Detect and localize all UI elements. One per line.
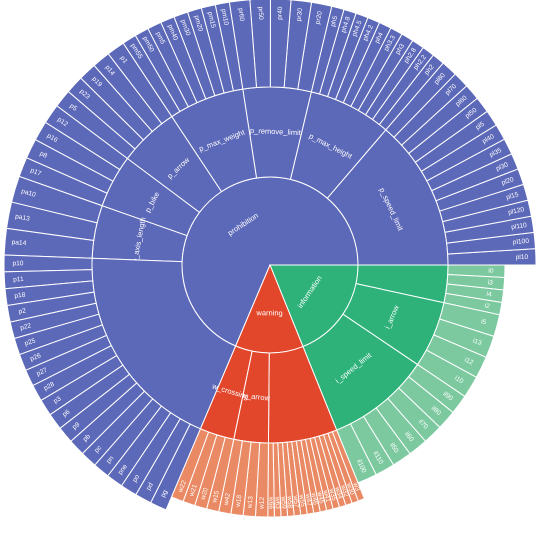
- leaf-label-i5: i5: [480, 318, 487, 326]
- leaf-label-w22: w22: [177, 479, 188, 494]
- root-label-warning: warning: [255, 308, 282, 317]
- leaf-label-pm20: pm20: [192, 15, 203, 33]
- leaf-label-w63: w63: [273, 496, 280, 510]
- leaf-label-pr20: pr20: [315, 10, 324, 25]
- leaf-label-ph3: ph3: [395, 43, 407, 56]
- leaf-label-pr40: pr40: [277, 6, 285, 20]
- leaf-label-p8: p8: [38, 150, 48, 160]
- leaf-label-i2: i2: [484, 302, 491, 310]
- group-label-w_arrow: w_arrow: [240, 391, 271, 403]
- leaf-label-pl100: pl100: [513, 238, 530, 246]
- leaf-label-pc: pc: [93, 444, 103, 454]
- leaf-label-w59: w59: [279, 495, 287, 509]
- leaf-label-w15: w15: [211, 490, 221, 505]
- leaf-label-w47: w47: [303, 492, 312, 506]
- leaf-label-ph5: ph5: [330, 15, 340, 28]
- leaf-label-i10: i10: [453, 375, 464, 386]
- leaf-label-i0: i0: [488, 268, 494, 275]
- leaf-label-w34: w34: [333, 485, 344, 500]
- leaf-label-w12: w12: [259, 496, 266, 510]
- leaf-label-pn: pn: [105, 455, 115, 465]
- leaf-label-w57: w57: [291, 494, 299, 508]
- leaf-label-w20: w20: [199, 487, 209, 502]
- leaf-label-w46: w46: [309, 491, 318, 505]
- leaf-label-il90: il90: [441, 391, 454, 403]
- leaf-segment-w22: [170, 428, 210, 503]
- leaf-label-pg: pg: [160, 489, 170, 499]
- leaf-label-pl15: pl15: [505, 191, 519, 201]
- leaf-label-w13: w13: [247, 496, 255, 510]
- leaf-label-p28: p28: [43, 381, 56, 393]
- leaf-label-pm10: pm10: [220, 8, 230, 26]
- leaf-label-pl35: pl35: [489, 147, 504, 159]
- leaf-label-pr30: pr30: [296, 7, 305, 21]
- leaf-label-pl30: pl30: [495, 161, 510, 172]
- leaf-label-pa13: pa13: [15, 213, 31, 223]
- leaf-label-pa14: pa14: [11, 239, 27, 247]
- leaf-label-pa10: pa10: [20, 188, 36, 199]
- leaf-label-pm15: pm15: [206, 11, 217, 29]
- leaf-label-p27: p27: [36, 367, 49, 378]
- leaf-label-w42: w42: [223, 492, 232, 506]
- leaf-label-pl10: pl10: [516, 254, 529, 261]
- leaf-label-p3: p3: [52, 395, 62, 405]
- leaf-label-pl120: pl120: [508, 206, 526, 216]
- leaf-label-p22: p22: [20, 322, 33, 332]
- leaf-label-p11: p11: [13, 276, 24, 284]
- leaf-label-ph4.8: ph4.8: [340, 16, 352, 34]
- leaf-label-p6: p6: [61, 408, 71, 418]
- leaf-label-p26: p26: [29, 352, 42, 363]
- leaf-label-p2: p2: [18, 307, 27, 315]
- leaf-label-p10: p10: [12, 260, 23, 267]
- leaf-label-pl110: pl110: [511, 222, 528, 231]
- leaf-label-po: po: [131, 473, 141, 483]
- leaf-label-w30: w30: [345, 481, 356, 496]
- leaf-label-w45: w45: [315, 490, 325, 505]
- leaf-label-pr50: pr50: [257, 6, 264, 20]
- leaf-label-w18: w18: [235, 494, 244, 508]
- leaf-label-p1: p1: [119, 55, 129, 65]
- leaf-label-i13: i13: [472, 337, 483, 347]
- leaf-label-w55: w55: [297, 493, 306, 507]
- leaf-label-p25: p25: [24, 337, 37, 347]
- leaf-label-pr60: pr60: [237, 8, 246, 22]
- leaf-label-pl20: pl20: [501, 176, 515, 187]
- leaf-label-p9: p9: [71, 421, 81, 431]
- leaf-label-w35: w35: [327, 487, 337, 502]
- leaf-label-il50: il50: [388, 442, 400, 455]
- leaf-label-p17: p17: [29, 167, 42, 178]
- leaf-label-ph4: ph4: [374, 31, 385, 44]
- leaf-label-pb: pb: [82, 433, 92, 443]
- leaf-label-w66: w66: [267, 496, 274, 509]
- leaf-label-i3: i3: [487, 279, 493, 286]
- leaf-label-pd: pd: [145, 481, 155, 491]
- leaf-label-i12: i12: [463, 356, 474, 366]
- leaf-label-p18: p18: [14, 292, 26, 300]
- leaf-label-w58: w58: [285, 495, 293, 509]
- leaf-label-w41: w41: [321, 489, 331, 504]
- leaf-label-w32: w32: [339, 483, 350, 498]
- group-label-p_remove_limit: p_remove_limit: [250, 126, 302, 137]
- leaf-label-w3: w3: [351, 481, 361, 493]
- leaf-label-i4: i4: [486, 291, 492, 299]
- leaf-label-p16: p16: [46, 132, 59, 144]
- leaf-label-p5: p5: [68, 103, 78, 113]
- leaf-label-w21: w21: [188, 483, 199, 498]
- leaf-label-pl5: pl5: [475, 121, 486, 132]
